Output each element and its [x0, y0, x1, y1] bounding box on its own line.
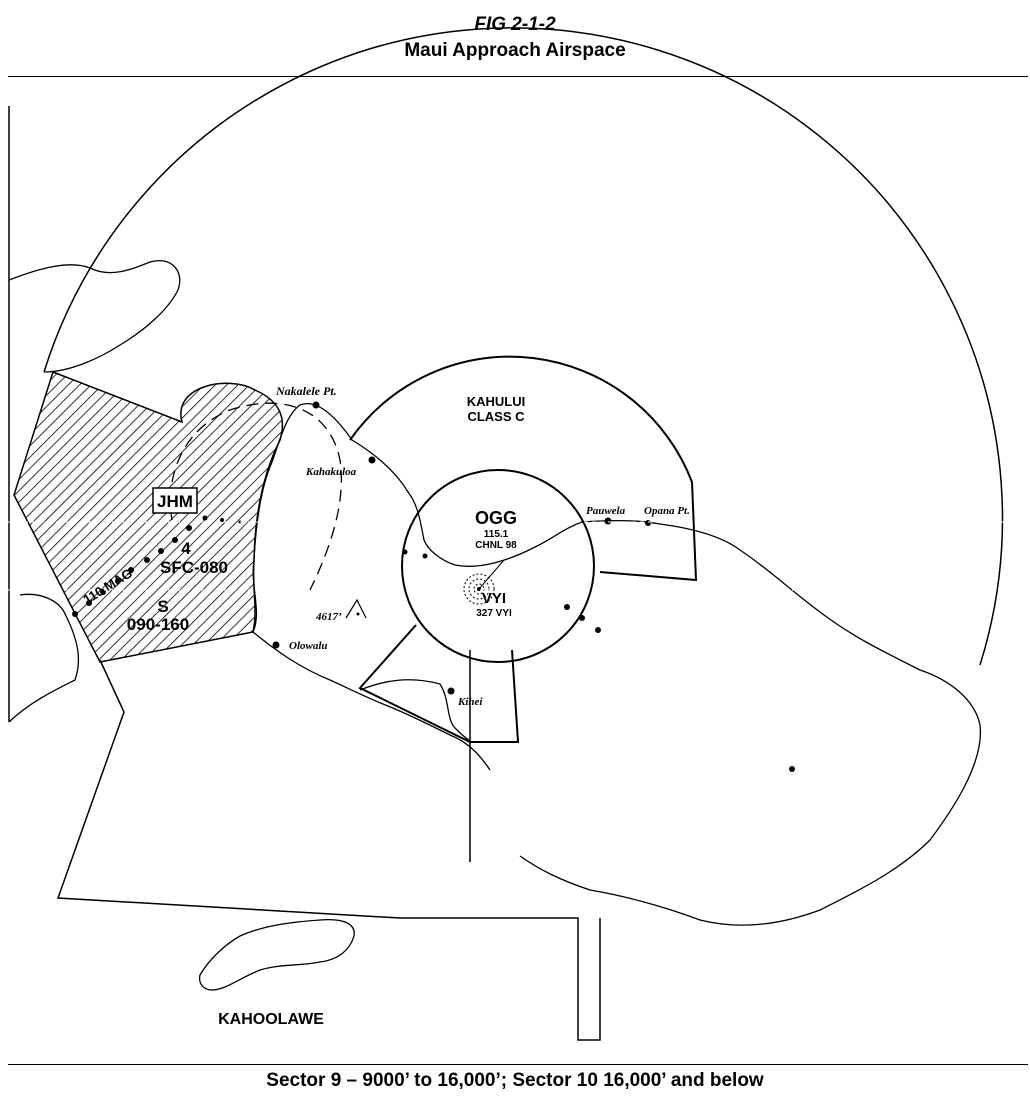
label-opana: Opana Pt.: [644, 505, 690, 517]
label-restricted-4: 4: [181, 539, 191, 558]
label-pauwela: Pauwela: [586, 505, 626, 517]
label-ogg-freq: 115.1: [484, 529, 509, 540]
maui-south-coast: [252, 631, 491, 771]
label-jhm: JHM: [157, 492, 193, 511]
label-restricted-alt: 090-160: [127, 615, 189, 634]
label-vyi-freq: 327 VYI: [476, 608, 512, 619]
radial-dots: [72, 525, 192, 617]
label-vyi: VYI: [482, 590, 506, 607]
label-kahakuloa: Kahakuloa: [305, 466, 357, 478]
label-nakalele: Nakalele Pt.: [275, 384, 337, 398]
label-restricted-sfc: SFC-080: [160, 558, 228, 577]
label-ogg-channel: CHNL 98: [475, 540, 517, 551]
class-c-outer-ring: [349, 355, 698, 582]
bottom-rule: [8, 1064, 1028, 1065]
place-dots: [202, 401, 795, 772]
label-airspace-class: CLASS C: [467, 409, 525, 424]
sector-boundary: [56, 659, 601, 1041]
lanai-coast: [8, 593, 80, 723]
label-ogg: OGG: [475, 508, 517, 528]
kihei-coast: [359, 679, 473, 743]
label-airspace-name: KAHULUI: [467, 394, 526, 409]
jhm-box: [152, 487, 198, 514]
label-olowalu: Olowalu: [289, 640, 328, 652]
class-c-lower-sector: [358, 624, 520, 743]
molokai-coast: [8, 260, 181, 373]
label-kahoolawe: KAHOOLAWE: [218, 1011, 324, 1028]
label-restricted-s: S: [157, 597, 168, 616]
jhm-dashed-arc: [169, 402, 343, 591]
class-c-inner-ring: [401, 469, 595, 663]
peak-marker-icon: [345, 598, 367, 619]
figure-number: FIG 2-1-2: [474, 14, 556, 35]
figure-title: Maui Approach Airspace: [404, 40, 626, 61]
maui-coastline: [252, 403, 982, 926]
figure-caption: Sector 9 – 9000’ to 16,000’; Sector 10 1…: [266, 1070, 764, 1091]
label-kihei: Kihei: [457, 696, 483, 708]
kahoolawe-island: [198, 918, 355, 991]
top-rule: [8, 76, 1028, 77]
label-peak: 4617’: [315, 611, 342, 623]
approach-boundary-arc: [43, 27, 1004, 666]
